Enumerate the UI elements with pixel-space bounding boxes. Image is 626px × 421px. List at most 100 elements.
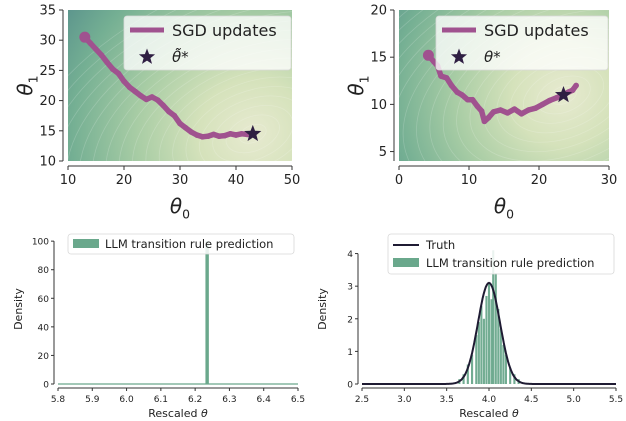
histogram-bar — [513, 374, 516, 384]
contour-ring-4 — [198, 95, 292, 161]
sgd-point — [121, 78, 127, 85]
optimum-star-marker — [554, 85, 573, 103]
sgd-point — [478, 108, 485, 114]
y-tick-label: 20 — [370, 4, 387, 19]
histogram-bar — [490, 299, 493, 384]
y-axis-label-sub: 1 — [357, 75, 372, 83]
x-axis-label: Rescaled θ — [459, 407, 519, 420]
sgd-point — [160, 102, 166, 109]
x-tick-label: 5.0 — [567, 395, 582, 405]
legend-sgd-label-1: SGD updates — [172, 21, 277, 40]
y-axis-label-sub: 1 — [26, 75, 41, 83]
x-tick-label: 4.5 — [524, 395, 538, 405]
sgd-point — [481, 118, 488, 125]
x-tick-label: 30 — [601, 173, 618, 188]
sgd-start-point — [422, 49, 434, 61]
histogram-bar — [477, 322, 480, 384]
sgd-point — [132, 88, 138, 95]
x-axis-label-sub: 0 — [182, 207, 190, 222]
x-axis-label-symbol: θ — [512, 407, 519, 420]
histogram-bar — [502, 344, 505, 384]
sgd-trajectory-2 — [422, 49, 579, 125]
sgd-point — [227, 131, 234, 137]
y-axis-label: Density — [316, 288, 329, 330]
y-axis-label: θ1 — [344, 75, 372, 95]
truth-curve-path — [362, 281, 616, 385]
legend-box-1 — [123, 15, 292, 71]
y-tick-label: 15 — [370, 51, 387, 66]
y-tick-label: 4 — [347, 250, 353, 260]
sgd-point — [166, 108, 172, 115]
x-tick-label: 2.5 — [355, 395, 369, 405]
sgd-point — [104, 59, 110, 66]
y-tick-label: 40 — [38, 323, 50, 333]
panel-bottom-left: 5.8 5.9 6.0 6.1 6.2 6.3 6.4 6.5 0 20 40 60 80 100 Resc… — [12, 233, 305, 420]
sgd-path — [425, 52, 579, 125]
sgd-point — [497, 107, 504, 113]
sgd-point — [233, 132, 239, 138]
contour-ring-2 — [225, 114, 280, 154]
histogram-bar — [482, 318, 485, 384]
y-tick-label: 30 — [39, 34, 56, 49]
legend-star-icon — [138, 48, 156, 64]
x-tick-label: 20 — [116, 173, 133, 188]
sgd-point — [546, 97, 553, 104]
sgd-point — [93, 46, 99, 53]
y-tick-label: 20 — [38, 352, 50, 362]
sgd-point — [525, 107, 532, 113]
x-tick-label: 3.5 — [440, 395, 454, 405]
x-tick-label: 50 — [284, 173, 301, 188]
x-tick-label: 20 — [531, 173, 548, 188]
y-tick-label: 35 — [39, 4, 56, 19]
y-axis-label: Density — [12, 288, 25, 330]
x-tick-label: 5.8 — [51, 395, 66, 405]
legend-star-marker-1 — [138, 48, 156, 64]
sgd-point — [126, 84, 133, 91]
sgd-point — [210, 131, 217, 138]
x-tick-label: 4.0 — [482, 395, 497, 405]
legend-star-label-1: θ̃* — [172, 47, 189, 66]
sgd-point — [474, 103, 481, 110]
histogram-bar — [494, 273, 497, 384]
y-tick-label: 60 — [38, 295, 50, 305]
sgd-point — [518, 111, 525, 117]
histogram-bar — [499, 328, 502, 384]
histogram-bar — [466, 364, 469, 384]
x-tick-label: 40 — [228, 173, 245, 188]
contour-ring-1 — [239, 123, 267, 144]
legend-box-2 — [435, 15, 609, 71]
histogram-bar — [485, 295, 488, 384]
histogram-bars-4 — [458, 250, 520, 384]
sgd-point — [171, 112, 178, 119]
x-axis-label-sub: 0 — [506, 207, 514, 222]
sgd-point — [182, 124, 189, 131]
legend-pred-label-4: LLM transition rule prediction — [426, 256, 594, 270]
y-tick-label: 1 — [347, 348, 353, 358]
sgd-point — [553, 94, 560, 101]
sgd-point — [110, 66, 116, 72]
x-axis-label: θ0 — [170, 194, 190, 222]
x-tick-label: 10 — [461, 173, 478, 188]
histogram-bar — [471, 354, 474, 384]
sgd-point — [115, 70, 122, 77]
y-tick-label: 20 — [39, 94, 56, 109]
sgd-point — [448, 82, 455, 89]
legend-pred-swatch-4 — [393, 258, 419, 267]
sgd-point — [143, 96, 150, 103]
optimum-star-marker — [244, 124, 262, 142]
x-tick-label: 0 — [395, 173, 403, 188]
sgd-point — [490, 109, 497, 115]
y-tick-label: 0 — [347, 381, 353, 391]
legend-swatch-3 — [73, 239, 99, 248]
sgd-point — [205, 133, 211, 140]
legend-label-3: LLM transition rule prediction — [105, 237, 273, 251]
panel-bottom-right: 2.5 3.0 3.5 4.0 4.5 5.0 5.5 0 1 2 3 4 Rescaled θ Dens… — [316, 233, 623, 420]
legend-sgd-label-2: SGD updates — [484, 21, 589, 40]
histogram-bar — [475, 335, 478, 384]
y-tick-label: 15 — [39, 124, 56, 139]
y-tick-label: 0 — [43, 381, 49, 391]
sgd-point — [539, 101, 546, 108]
y-tick-label: 100 — [32, 238, 49, 248]
legend-3: LLM transition rule prediction — [67, 233, 295, 255]
